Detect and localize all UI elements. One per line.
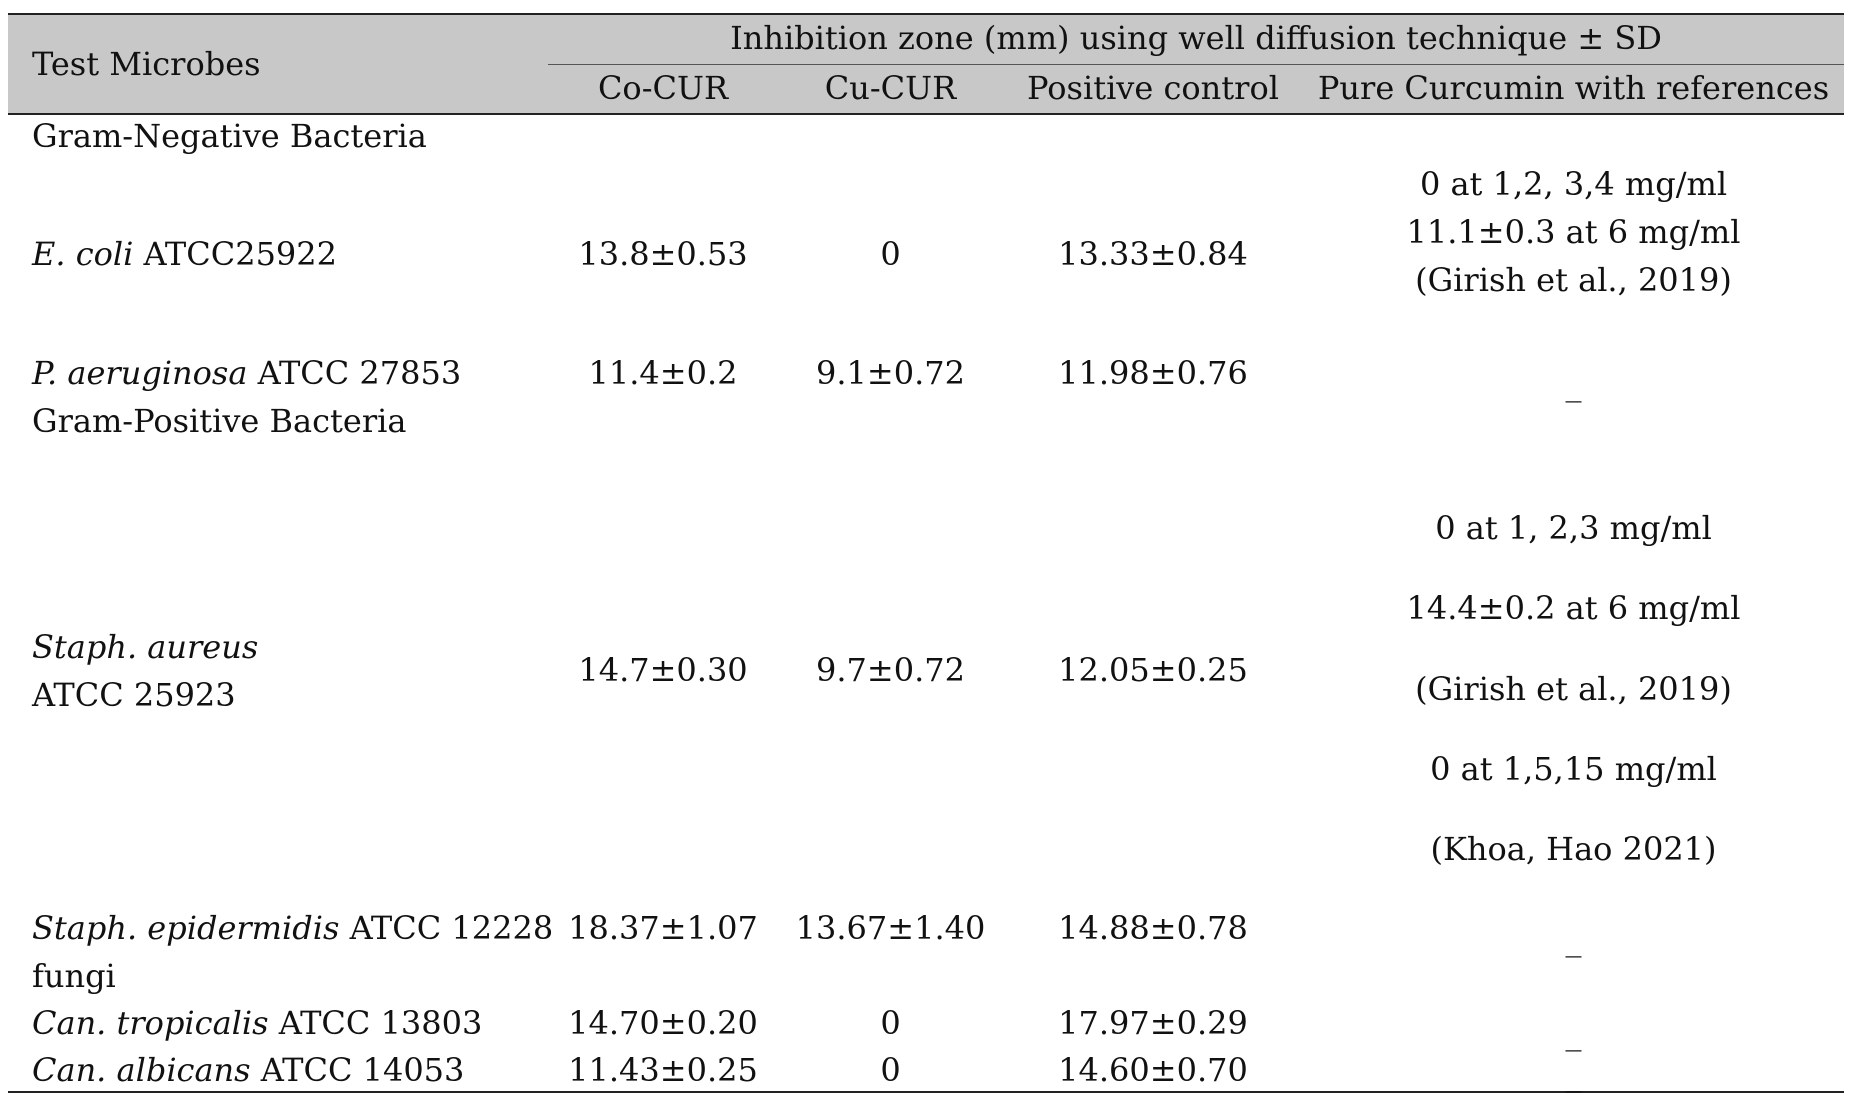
cell-can-tropicalis-cu: 0 — [880, 1004, 901, 1042]
header-col-co-cur: Co-CUR — [597, 69, 729, 107]
microbe-staph-aureus: Staph. aureus ATCC 25923 — [8, 628, 572, 714]
species-name: P. aeruginosa — [32, 354, 248, 392]
strain-id: ATCC 14053 — [250, 1051, 465, 1089]
section-fungi: fungi — [32, 957, 116, 995]
cell-can-albicans-pure: _ — [1565, 1055, 1582, 1093]
cell-can-albicans-co: 11.43±0.25 — [568, 1051, 758, 1089]
cell-can-tropicalis-co: 14.70±0.20 — [568, 1004, 758, 1042]
results-table: Test Microbes Inhibition zone (mm) using… — [8, 13, 1844, 1093]
table-header-background — [8, 13, 1844, 113]
cell-can-albicans-positive: 14.60±0.70 — [1058, 1051, 1248, 1089]
cell-ecoli-pure-3: (Girish et al., 2019) — [1415, 261, 1732, 299]
species-name: Can. tropicalis — [32, 1004, 269, 1042]
group-header-rule — [548, 64, 1844, 65]
header-group-title: Inhibition zone (mm) using well diffusio… — [730, 19, 1662, 57]
species-name: Can. albicans — [32, 1051, 251, 1089]
strain-id: ATCC 12228 — [339, 909, 554, 947]
cell-can-albicans-cu: 0 — [880, 1051, 901, 1089]
strain-id: ATCC25922 — [133, 235, 337, 273]
cell-staph-aureus-pure-1: 0 at 1, 2,3 mg/ml — [1435, 509, 1712, 547]
cell-staph-aureus-pure-2: 14.4±0.2 at 6 mg/ml — [1406, 589, 1741, 627]
header-col-positive-control: Positive control — [1027, 69, 1279, 107]
microbe-paeruginosa: P. aeruginosa ATCC 27853 — [8, 354, 572, 392]
cell-staph-aureus-pure-4: 0 at 1,5,15 mg/ml — [1430, 750, 1717, 788]
header-col-pure-curcumin: Pure Curcumin with references — [1317, 69, 1830, 107]
cell-ecoli-co: 13.8±0.53 — [578, 235, 748, 273]
cell-ecoli-pure-1: 0 at 1,2, 3,4 mg/ml — [1419, 165, 1728, 203]
microbe-can-albicans: Can. albicans ATCC 14053 — [8, 1051, 572, 1089]
microbe-ecoli: E. coli ATCC25922 — [8, 235, 572, 273]
microbe-can-tropicalis: Can. tropicalis ATCC 13803 — [8, 1004, 572, 1042]
cell-can-tropicalis-pure: _ — [1565, 1014, 1582, 1052]
cell-staph-aureus-pure-5: (Khoa, Hao 2021) — [1430, 830, 1717, 868]
bottom-rule — [8, 1091, 1844, 1093]
cell-can-tropicalis-positive: 17.97±0.29 — [1058, 1004, 1248, 1042]
top-rule — [8, 13, 1844, 15]
header-col-cu-cur: Cu-CUR — [824, 69, 957, 107]
cell-ecoli-cu: 0 — [880, 235, 901, 273]
strain-id: ATCC 27853 — [247, 354, 462, 392]
cell-staph-aureus-pure-3: (Girish et al., 2019) — [1415, 670, 1732, 708]
cell-staph-aureus-positive: 12.05±0.25 — [1058, 651, 1248, 689]
cell-ecoli-pure-2: 11.1±0.3 at 6 mg/ml — [1406, 213, 1741, 251]
cell-staph-epidermidis-co: 18.37±1.07 — [568, 909, 758, 947]
species-name: Staph. aureus — [32, 628, 259, 666]
cell-staph-epidermidis-positive: 14.88±0.78 — [1058, 909, 1248, 947]
cell-paeruginosa-pure: _ — [1565, 365, 1582, 403]
header-bottom-rule — [8, 113, 1844, 115]
cell-paeruginosa-co: 11.4±0.2 — [588, 354, 738, 392]
strain-id: ATCC 13803 — [268, 1004, 483, 1042]
cell-ecoli-positive: 13.33±0.84 — [1058, 235, 1248, 273]
section-gram-negative: Gram-Negative Bacteria — [32, 117, 427, 155]
cell-staph-epidermidis-pure: _ — [1565, 920, 1582, 958]
cell-staph-epidermidis-cu: 13.67±1.40 — [795, 909, 986, 947]
header-test-microbes: Test Microbes — [32, 45, 261, 83]
cell-staph-aureus-cu: 9.7±0.72 — [816, 651, 965, 689]
cell-paeruginosa-positive: 11.98±0.76 — [1058, 354, 1248, 392]
cell-paeruginosa-cu: 9.1±0.72 — [816, 354, 965, 392]
strain-id: ATCC 25923 — [32, 676, 236, 714]
section-gram-positive: Gram-Positive Bacteria — [32, 402, 407, 440]
microbe-staph-epidermidis: Staph. epidermidis ATCC 12228 — [8, 909, 572, 947]
species-name: Staph. epidermidis — [32, 909, 340, 947]
cell-staph-aureus-co: 14.7±0.30 — [578, 651, 748, 689]
species-name: E. coli — [32, 235, 134, 273]
